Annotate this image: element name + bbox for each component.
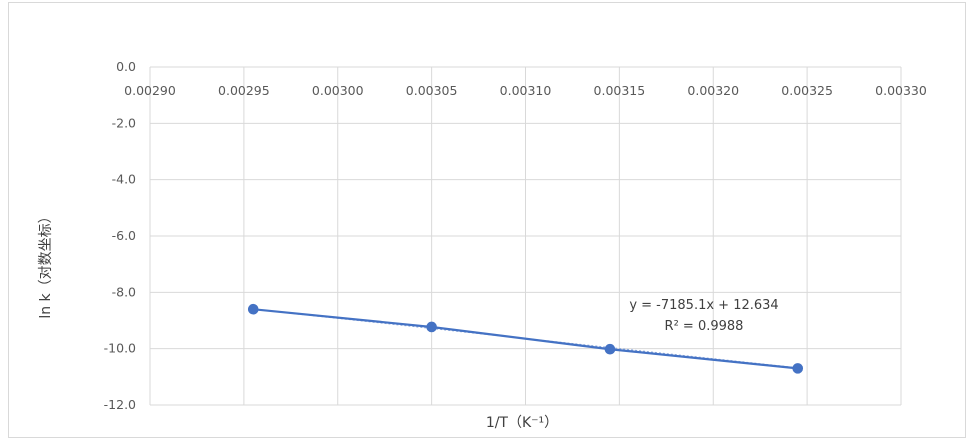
data-point: [426, 321, 437, 333]
y-tick-label: -10.0: [104, 341, 136, 356]
x-tick-label: 0.00295: [218, 83, 270, 98]
y-tick-label: -4.0: [112, 172, 136, 187]
x-tick-labels: 0.00290 0.00295 0.00300 0.00305 0.00310 0.003…: [124, 83, 927, 98]
x-tick-label: 0.00330: [875, 83, 927, 98]
x-axis-title: 1/T（K⁻¹）: [486, 415, 558, 431]
data-point: [247, 303, 259, 315]
y-tick-labels: 0.0 -2.0 -4.0 -6.0 -8.0 -10.0 -12.0: [104, 59, 136, 412]
data-points: [247, 303, 804, 374]
x-tick-label: 0.00325: [781, 83, 833, 98]
series-line: [253, 308, 798, 370]
y-axis-title: ln k（对数坐标）: [38, 209, 54, 318]
x-tick-label: 0.00305: [406, 83, 458, 98]
trendline-r-squared: R² = 0.9988: [665, 319, 744, 334]
chart-frame: [8, 2, 966, 438]
y-tick-label: -6.0: [112, 228, 136, 243]
y-tick-label: 0.0: [116, 59, 136, 74]
y-tick-label: -2.0: [112, 115, 136, 130]
x-tick-label: 0.00290: [124, 83, 176, 98]
trendline-group: [253, 308, 798, 370]
x-tick-label: 0.00320: [687, 83, 739, 98]
x-tick-label: 0.00310: [500, 83, 552, 98]
y-tick-label: -12.0: [104, 397, 136, 412]
gridlines: [149, 66, 902, 406]
y-tick-label: -8.0: [112, 284, 136, 299]
trendline-equation: y = -7185.1x + 12.634: [629, 298, 778, 313]
x-tick-label: 0.00300: [312, 83, 364, 98]
data-point: [604, 343, 616, 355]
x-tick-label: 0.00315: [594, 83, 646, 98]
data-point: [792, 363, 804, 374]
